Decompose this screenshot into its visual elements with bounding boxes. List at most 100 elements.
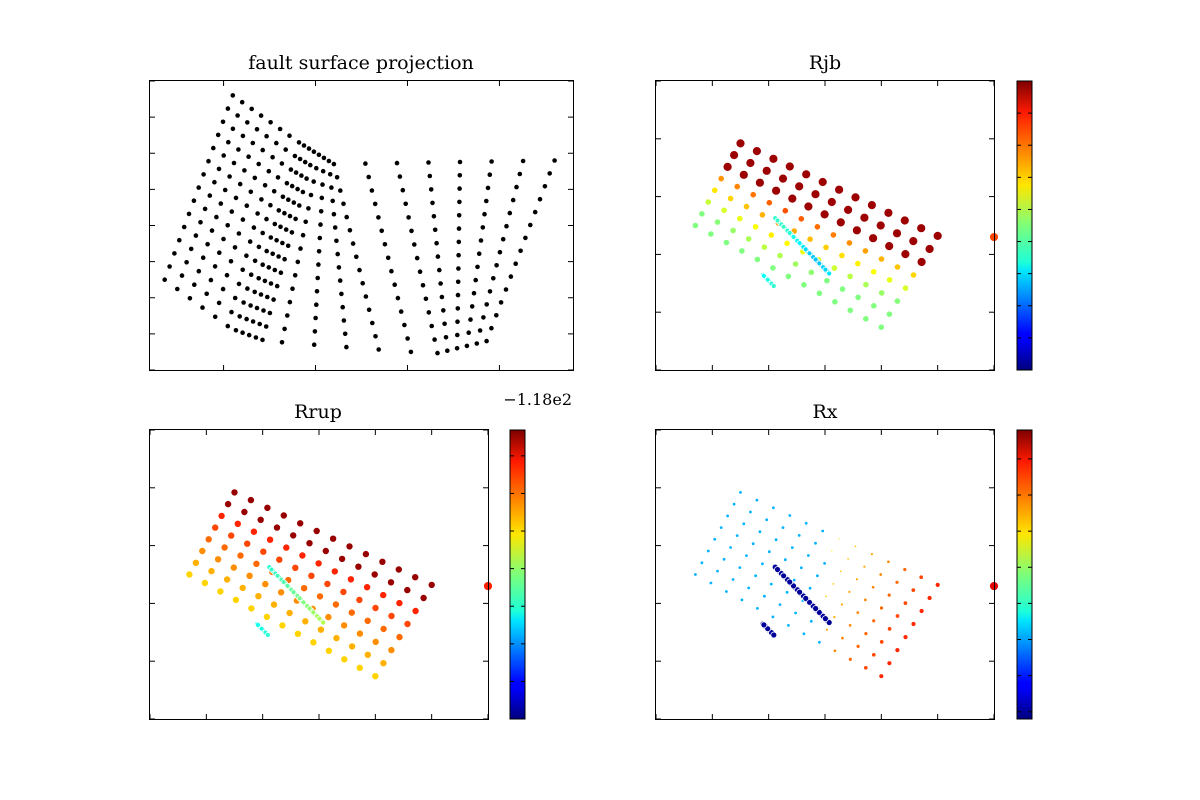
data-point bbox=[804, 521, 809, 526]
fault-point bbox=[297, 203, 302, 208]
fault-point bbox=[489, 159, 494, 164]
fault-point bbox=[290, 286, 295, 292]
data-point bbox=[902, 567, 908, 572]
data-point bbox=[379, 624, 388, 633]
fault-point bbox=[385, 255, 391, 261]
fault-point bbox=[268, 120, 273, 125]
fault-point bbox=[341, 201, 346, 207]
fault-point bbox=[196, 268, 202, 274]
data-point bbox=[774, 566, 781, 573]
data-point bbox=[894, 579, 900, 585]
fault-point bbox=[319, 195, 325, 201]
fault-point bbox=[392, 282, 398, 288]
data-point bbox=[403, 586, 412, 595]
fault-point bbox=[487, 172, 493, 177]
data-point bbox=[247, 604, 256, 613]
fault-point bbox=[209, 228, 215, 233]
fault-point bbox=[297, 156, 303, 162]
data-point bbox=[892, 228, 902, 239]
data-point bbox=[738, 247, 746, 255]
data-point bbox=[296, 519, 305, 528]
fault-point bbox=[445, 348, 450, 354]
plot-frame bbox=[655, 429, 995, 720]
fault-point bbox=[344, 344, 349, 350]
fault-point bbox=[363, 294, 369, 299]
fault-point bbox=[340, 304, 346, 310]
fault-point bbox=[268, 281, 274, 286]
data-point bbox=[246, 496, 255, 505]
fault-point bbox=[435, 254, 441, 259]
data-point bbox=[300, 599, 307, 606]
data-point bbox=[875, 220, 886, 231]
data-point bbox=[784, 161, 795, 172]
data-point bbox=[847, 623, 853, 628]
fault-point bbox=[196, 185, 201, 190]
fault-point bbox=[276, 254, 281, 259]
panel-fault-surface: fault surface projection −1.18e2 bbox=[149, 52, 574, 409]
data-point bbox=[738, 490, 743, 495]
data-point bbox=[806, 235, 814, 243]
data-point bbox=[847, 590, 852, 594]
fault-point bbox=[247, 239, 253, 244]
data-point bbox=[834, 184, 844, 195]
fault-point bbox=[289, 183, 295, 189]
fault-point bbox=[397, 174, 403, 179]
fault-point bbox=[277, 126, 283, 132]
data-point bbox=[231, 595, 240, 604]
data-point bbox=[886, 626, 893, 632]
data-point bbox=[737, 565, 742, 570]
fault-point bbox=[225, 106, 231, 111]
fault-point bbox=[454, 346, 460, 351]
fault-point bbox=[405, 336, 410, 341]
data-point bbox=[868, 233, 878, 244]
data-point bbox=[395, 633, 404, 642]
fault-point bbox=[192, 282, 197, 288]
fault-point bbox=[370, 320, 375, 326]
data-point bbox=[787, 193, 798, 204]
data-point bbox=[916, 257, 927, 267]
fault-point bbox=[478, 238, 484, 243]
fault-point bbox=[232, 295, 238, 301]
data-point bbox=[807, 268, 815, 276]
fault-point bbox=[432, 227, 438, 233]
fault-point bbox=[337, 278, 343, 283]
data-point bbox=[840, 635, 845, 641]
data-point bbox=[330, 567, 339, 576]
data-point bbox=[824, 594, 828, 599]
data-point bbox=[831, 582, 836, 586]
fault-point bbox=[420, 283, 426, 288]
data-point bbox=[262, 612, 271, 621]
fault-point bbox=[260, 262, 266, 268]
fault-point bbox=[485, 185, 491, 191]
fault-point bbox=[283, 147, 289, 152]
fault-point bbox=[186, 211, 192, 217]
fault-point bbox=[315, 275, 321, 281]
data-point bbox=[862, 280, 870, 289]
fault-point bbox=[455, 332, 460, 338]
fault-point bbox=[542, 184, 548, 189]
data-point bbox=[871, 618, 877, 624]
data-point bbox=[854, 293, 862, 301]
fault-point bbox=[398, 309, 404, 314]
fault-point bbox=[497, 249, 503, 255]
data-point bbox=[298, 551, 307, 560]
data-point bbox=[395, 599, 404, 608]
fault-point bbox=[428, 187, 434, 192]
panel-title: fault surface projection bbox=[248, 52, 474, 74]
data-point bbox=[767, 231, 775, 239]
data-point bbox=[770, 283, 777, 289]
data-point bbox=[806, 250, 813, 257]
data-point bbox=[200, 579, 209, 588]
fault-point bbox=[250, 140, 256, 146]
data-point bbox=[806, 553, 811, 558]
fault-point bbox=[255, 211, 260, 216]
fault-point bbox=[427, 173, 433, 179]
fault-point bbox=[229, 209, 235, 214]
fault-point bbox=[482, 211, 487, 217]
data-point bbox=[227, 531, 236, 540]
fault-point bbox=[295, 259, 301, 265]
data-point bbox=[826, 197, 837, 207]
data-point bbox=[387, 612, 396, 621]
data-point bbox=[720, 206, 728, 214]
fault-point bbox=[229, 309, 234, 315]
